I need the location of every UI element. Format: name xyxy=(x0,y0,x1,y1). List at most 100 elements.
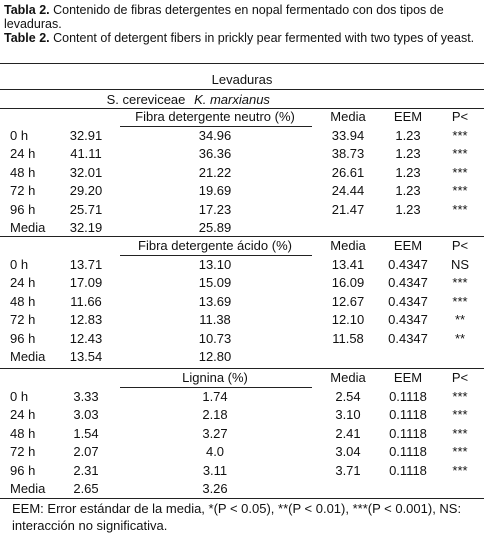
table-header: Levaduras xyxy=(211,72,273,87)
caption-en: Table 2. Content of detergent fibers in … xyxy=(4,31,480,45)
cell-value: 1.23 xyxy=(395,201,421,217)
cell-value: 3.26 xyxy=(202,481,228,496)
cell-value: 3.10 xyxy=(335,407,361,423)
cell-value: 19.69 xyxy=(198,183,232,199)
cell-value: 0.1118 xyxy=(389,389,427,404)
cell-value: 1.23 xyxy=(395,146,421,162)
row-label: 48 h xyxy=(10,164,36,180)
cell-value: 34.96 xyxy=(198,128,232,143)
cell-value: 0.4347 xyxy=(388,257,428,272)
cell-value: 11.58 xyxy=(332,330,364,346)
cell-value: 0.4347 xyxy=(388,312,428,328)
species: K. marxianus xyxy=(194,92,270,107)
row-label: 72 h xyxy=(10,444,36,460)
row-label: 24 h xyxy=(10,146,36,162)
cell-value: *** xyxy=(452,407,468,423)
rule xyxy=(0,498,484,499)
cell-value: 3.04 xyxy=(335,444,361,460)
cell-value: 13.41 xyxy=(331,257,365,272)
column-header: P< xyxy=(451,238,469,253)
cell-value: *** xyxy=(452,389,468,404)
column-header: Media xyxy=(330,238,366,253)
species: S. cereviceae xyxy=(106,92,186,107)
cell-value: 12.67 xyxy=(331,293,365,309)
cell-value: 3.71 xyxy=(335,462,361,478)
column-header: Media xyxy=(330,370,366,385)
cell-value: 21.22 xyxy=(198,164,232,180)
row-label: Media xyxy=(10,220,46,235)
row-label: 24 h xyxy=(10,275,36,291)
cell-value: 2.54 xyxy=(335,389,361,404)
rule xyxy=(0,108,484,109)
cell-value: 1.23 xyxy=(395,128,421,143)
row-label: 96 h xyxy=(10,330,36,346)
cell-value: 3.03 xyxy=(73,407,99,423)
cell-value: 2.07 xyxy=(73,444,99,460)
cell-value: 24.44 xyxy=(331,183,365,199)
caption-text: Contenido de fibras detergentes en nopal… xyxy=(4,3,444,31)
cell-value: 0.1118 xyxy=(389,407,427,423)
caption-es: Tabla 2. Contenido de fibras detergentes… xyxy=(4,3,480,31)
row-label: 48 h xyxy=(10,425,36,441)
caption-text: Content of detergent fibers in prickly p… xyxy=(53,31,475,45)
cell-value: *** xyxy=(452,275,468,291)
cell-value: *** xyxy=(452,146,468,162)
cell-value: 10.73 xyxy=(198,330,232,346)
row-label: 0 h xyxy=(10,389,29,404)
cell-value: NS xyxy=(450,257,470,272)
rule xyxy=(0,63,484,64)
cell-value: 15.09 xyxy=(198,275,232,291)
row-label: 0 h xyxy=(10,128,29,143)
cell-value: 2.31 xyxy=(73,462,99,478)
cell-value: 32.91 xyxy=(69,128,103,143)
row-label: Media xyxy=(10,349,46,364)
row-label: 96 h xyxy=(10,462,36,478)
column-header: EEM xyxy=(393,370,423,385)
rule xyxy=(0,368,484,369)
cell-value: 0.1118 xyxy=(389,462,427,478)
row-label: 72 h xyxy=(10,312,36,328)
section-title: Fibra detergente ácido (%) xyxy=(138,238,292,253)
cell-value: 16.09 xyxy=(331,275,365,291)
cell-value: *** xyxy=(452,128,468,143)
rule xyxy=(0,236,484,237)
rule xyxy=(120,255,312,256)
cell-value: 25.89 xyxy=(198,220,232,235)
cell-value: 1.23 xyxy=(395,164,421,180)
cell-value: 0.4347 xyxy=(388,275,428,291)
cell-value: 33.94 xyxy=(331,128,365,143)
caption-label: Tabla 2. xyxy=(4,3,50,17)
cell-value: 25.71 xyxy=(69,201,103,217)
cell-value: 41.11 xyxy=(70,146,102,162)
cell-value: 2.41 xyxy=(335,425,361,441)
cell-value: *** xyxy=(452,293,468,309)
cell-value: 0.4347 xyxy=(388,330,428,346)
row-label: 72 h xyxy=(10,183,36,199)
cell-value: 11.66 xyxy=(70,293,102,309)
cell-value: 32.01 xyxy=(69,164,103,180)
cell-value: 12.80 xyxy=(198,349,232,364)
column-header: EEM xyxy=(393,109,423,124)
section-title: Lignina (%) xyxy=(182,370,248,385)
cell-value: 2.65 xyxy=(73,481,99,496)
footnote: EEM: Error estándar de la media, *(P < 0… xyxy=(12,501,462,533)
column-header: EEM xyxy=(393,238,423,253)
cell-value: 29.20 xyxy=(69,183,103,199)
cell-value: 17.09 xyxy=(69,275,103,291)
cell-value: 1.54 xyxy=(73,425,99,441)
rule xyxy=(120,126,312,127)
cell-value: 1.23 xyxy=(395,183,421,199)
cell-value: 13.71 xyxy=(69,257,103,272)
cell-value: 3.11 xyxy=(202,462,228,478)
cell-value: 1.74 xyxy=(202,389,228,404)
rule xyxy=(120,387,312,388)
cell-value: 13.10 xyxy=(198,257,232,272)
cell-value: 11.38 xyxy=(199,312,231,328)
cell-value: 17.23 xyxy=(198,201,232,217)
cell-value: 3.27 xyxy=(202,425,228,441)
caption-label: Table 2. xyxy=(4,31,50,45)
section-title: Fibra detergente neutro (%) xyxy=(135,109,295,124)
cell-value: 0.1118 xyxy=(389,425,427,441)
cell-value: 38.73 xyxy=(331,146,365,162)
